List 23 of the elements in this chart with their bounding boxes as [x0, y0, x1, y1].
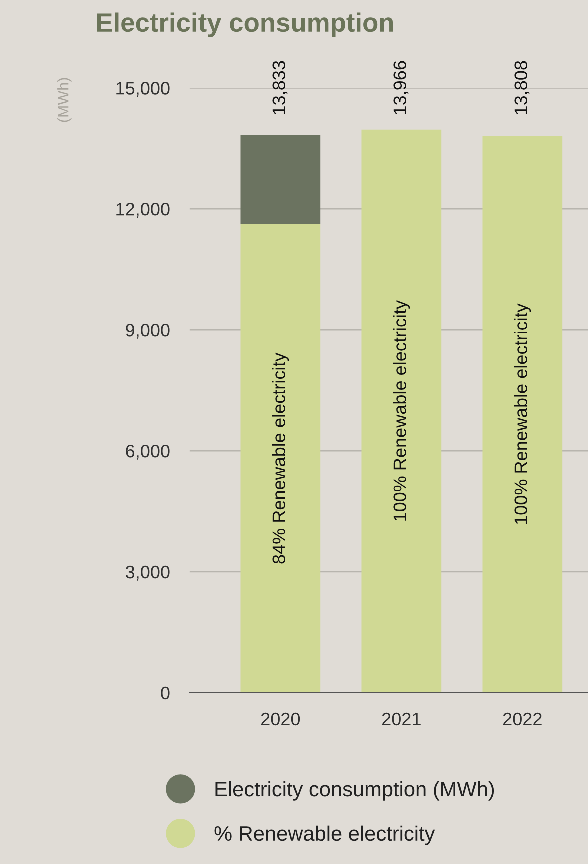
total-label: 13,966 — [394, 61, 409, 114]
y-axis-title: (MWh) — [58, 78, 72, 122]
y-tick-label: 6,000 — [126, 444, 170, 460]
y-tick-label: 15,000 — [116, 82, 170, 97]
annotation: 100% Renewable electricity — [514, 304, 532, 524]
x-tick-label: 2020 — [262, 712, 300, 726]
annotation: 100% Renewable electricity — [393, 300, 410, 521]
annotation: 84% Renewable electricity — [272, 352, 290, 564]
bar — [240, 224, 321, 693]
y-tick-label: 12,000 — [116, 203, 170, 218]
y-tick-label: 0 — [161, 686, 170, 700]
bar — [240, 135, 321, 224]
bar — [362, 130, 442, 693]
total-label: 13,808 — [514, 61, 530, 114]
total-label: 13,833 — [272, 61, 288, 114]
legend-label: Electricity consumption (MWh) — [216, 781, 494, 801]
legend-label: % Renewable electricity — [214, 826, 436, 846]
y-tick-label: 9,000 — [126, 324, 170, 339]
bar — [482, 136, 563, 693]
x-tick-label: 2021 — [382, 712, 421, 726]
x-tick-label: 2022 — [503, 712, 542, 726]
chart-title: Electricity consumption — [97, 12, 394, 38]
y-tick-label: 3,000 — [126, 566, 170, 581]
